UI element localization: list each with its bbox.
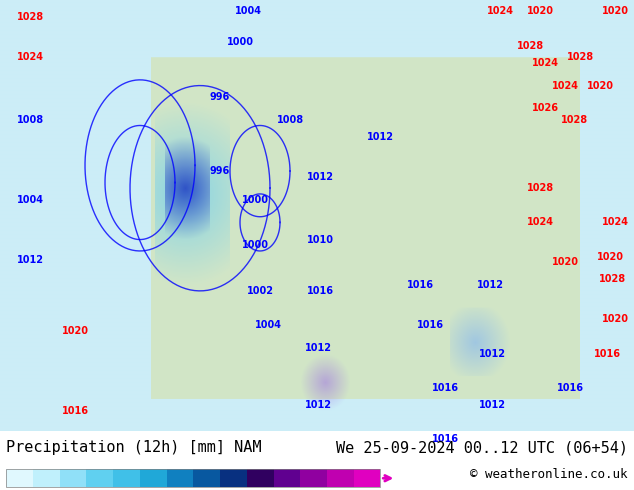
Text: 1020: 1020	[597, 252, 623, 262]
Text: 1020: 1020	[552, 257, 578, 268]
Text: 1026: 1026	[531, 103, 559, 113]
Text: 1012: 1012	[304, 343, 332, 353]
Text: 1004: 1004	[235, 6, 261, 16]
Text: 1024: 1024	[16, 52, 44, 62]
Text: 1012: 1012	[366, 132, 394, 142]
Text: 1012: 1012	[479, 400, 505, 410]
Text: 1016: 1016	[557, 383, 583, 393]
Text: 1024: 1024	[602, 218, 628, 227]
Text: 1016: 1016	[593, 348, 621, 359]
Text: We 25-09-2024 00..12 UTC (06+54): We 25-09-2024 00..12 UTC (06+54)	[335, 440, 628, 455]
Text: 1012: 1012	[479, 348, 505, 359]
Text: Precipitation (12h) [mm] NAM: Precipitation (12h) [mm] NAM	[6, 440, 262, 455]
Text: 1028: 1028	[598, 274, 626, 285]
Bar	[193, 469, 220, 487]
Text: 1012: 1012	[16, 255, 44, 265]
Bar	[140, 469, 167, 487]
Text: 1024: 1024	[531, 58, 559, 68]
Bar	[33, 469, 60, 487]
Text: 996: 996	[210, 166, 230, 176]
Text: 1010: 1010	[306, 235, 333, 245]
Bar	[354, 469, 380, 487]
Text: 1016: 1016	[406, 280, 434, 290]
Bar	[113, 469, 140, 487]
Text: 1016: 1016	[61, 406, 89, 416]
Bar	[167, 469, 193, 487]
Bar	[6, 469, 380, 487]
Text: 1020: 1020	[602, 6, 628, 16]
Text: 1020: 1020	[586, 80, 614, 91]
Text: 1024: 1024	[552, 80, 578, 91]
Text: © weatheronline.co.uk: © weatheronline.co.uk	[470, 468, 628, 481]
Text: 1028: 1028	[16, 12, 44, 22]
Text: 1016: 1016	[306, 286, 333, 296]
Text: 1028: 1028	[517, 41, 543, 50]
Text: 1012: 1012	[477, 280, 503, 290]
Text: 1020: 1020	[526, 6, 553, 16]
Text: 1024: 1024	[526, 218, 553, 227]
Bar	[220, 469, 247, 487]
Text: 1028: 1028	[526, 183, 553, 193]
Text: 1016: 1016	[432, 383, 458, 393]
Text: 1016: 1016	[432, 434, 458, 444]
Text: 1016: 1016	[417, 320, 444, 330]
Bar	[60, 469, 86, 487]
Text: 1012: 1012	[306, 172, 333, 182]
Text: 1028: 1028	[566, 52, 593, 62]
Bar	[273, 469, 301, 487]
Text: 996: 996	[210, 92, 230, 102]
Text: 1000: 1000	[226, 37, 254, 47]
Bar	[301, 469, 327, 487]
Text: 1024: 1024	[486, 6, 514, 16]
Text: 1000: 1000	[242, 195, 269, 205]
Text: 1020: 1020	[61, 326, 89, 336]
Bar	[6, 469, 33, 487]
Text: 1002: 1002	[247, 286, 273, 296]
Text: 1012: 1012	[304, 400, 332, 410]
Text: 1004: 1004	[254, 320, 281, 330]
Text: 1004: 1004	[16, 195, 44, 205]
Text: 1000: 1000	[242, 240, 269, 250]
Text: 1028: 1028	[562, 115, 588, 125]
Text: 1020: 1020	[602, 315, 628, 324]
Text: 1008: 1008	[16, 115, 44, 125]
Bar	[86, 469, 113, 487]
Bar	[247, 469, 273, 487]
Text: 1008: 1008	[276, 115, 304, 125]
Bar	[327, 469, 354, 487]
